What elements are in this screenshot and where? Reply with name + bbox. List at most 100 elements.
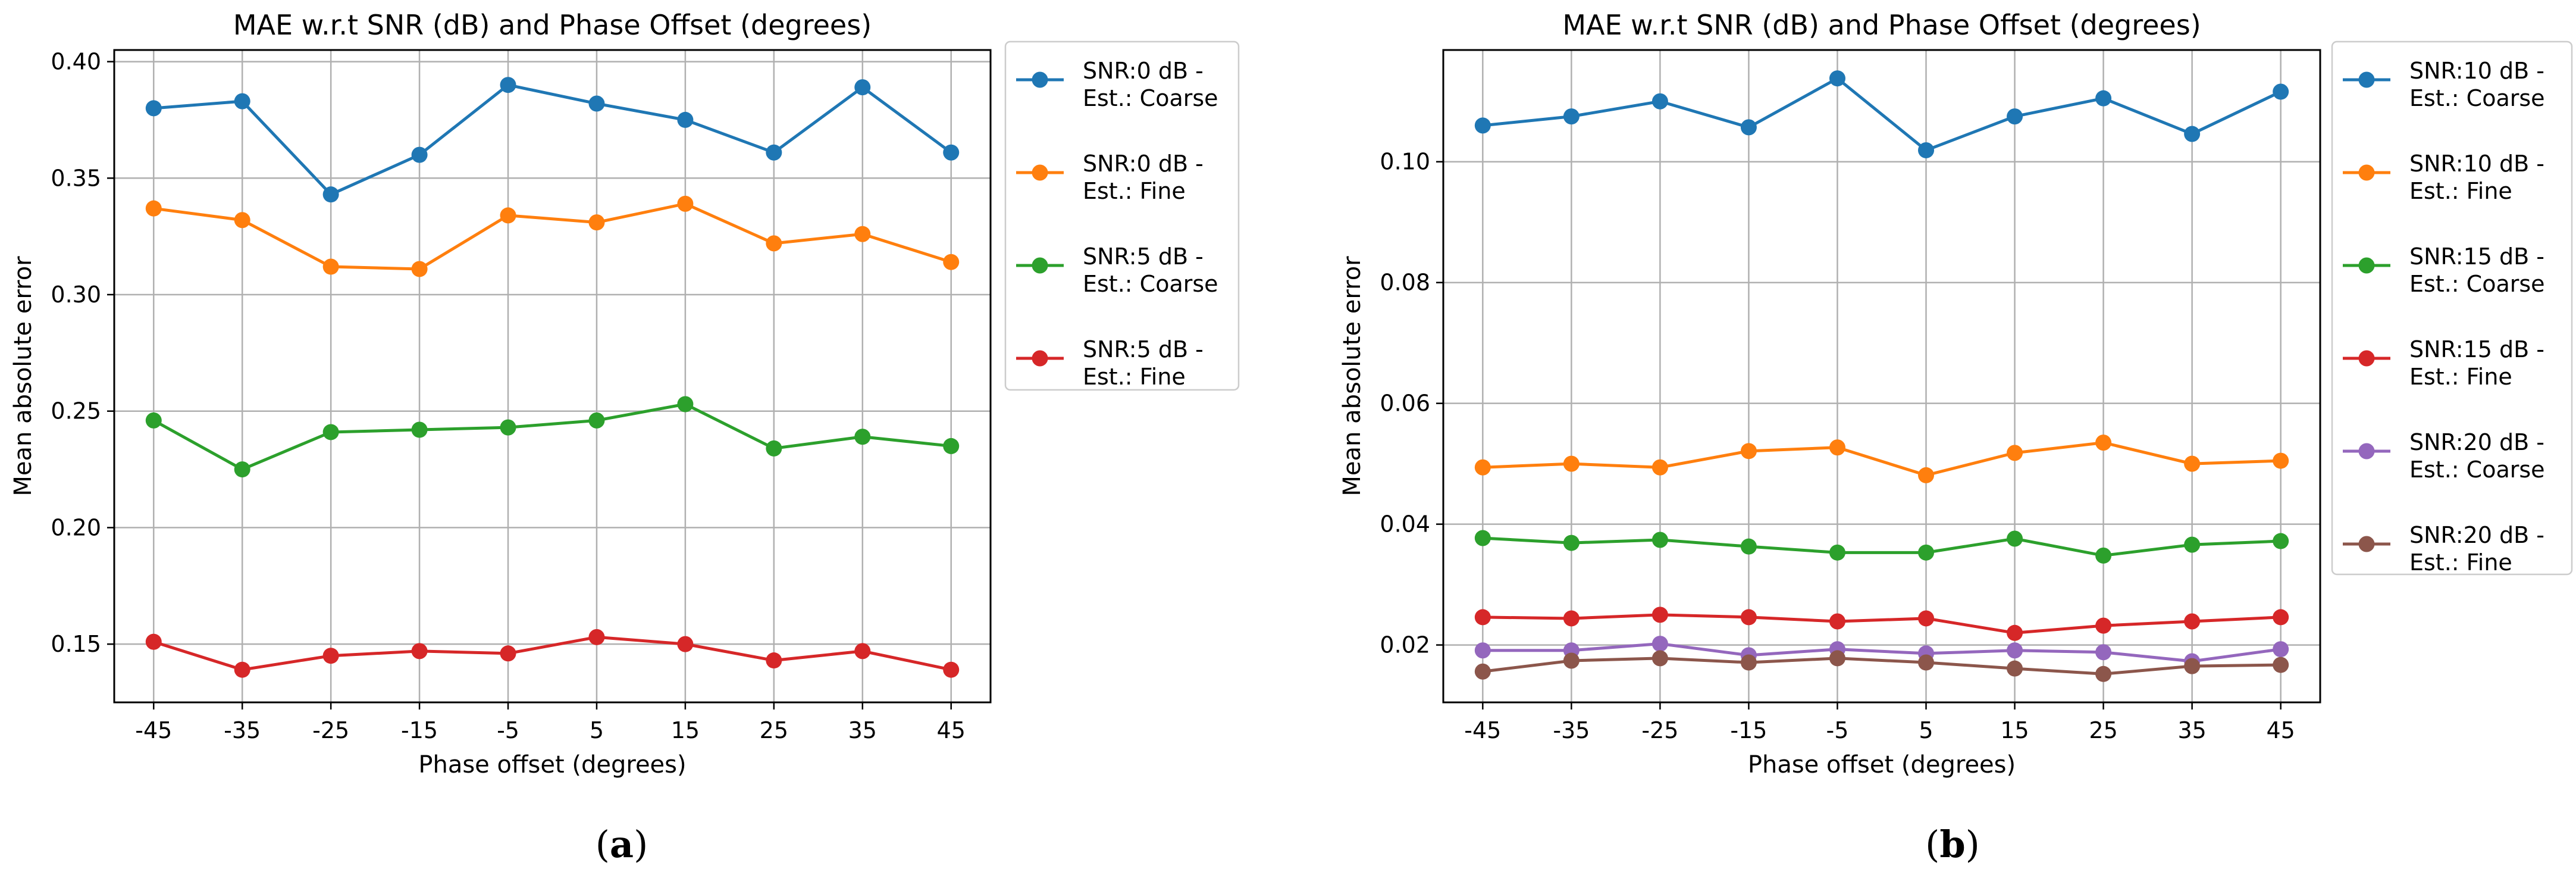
legend-label-line2: Est.: Fine [2409, 364, 2512, 390]
data-point [1829, 70, 1845, 87]
data-point [2095, 90, 2112, 107]
data-point [1563, 652, 1580, 669]
legend-item: SNR:0 dB -Est.: Fine [1016, 151, 1204, 204]
legend-marker [1032, 164, 1048, 181]
data-point [322, 424, 339, 440]
series-1 [1474, 435, 2289, 483]
legend-label-line1: SNR:10 dB - [2409, 151, 2544, 177]
x-tick-label: -45 [1464, 717, 1501, 743]
data-point [500, 207, 516, 224]
data-point [1651, 532, 1668, 548]
data-point [1474, 459, 1491, 476]
data-point [145, 412, 162, 429]
data-point [2273, 533, 2289, 549]
data-point [1651, 607, 1668, 623]
data-point [322, 258, 339, 275]
legend-label-line1: SNR:5 dB - [1083, 336, 1204, 362]
legend-label-line2: Est.: Coarse [2409, 271, 2545, 297]
data-point [677, 111, 694, 128]
legend-label-line2: Est.: Fine [1083, 364, 1186, 390]
data-point [1474, 663, 1491, 680]
data-point [2184, 126, 2201, 142]
series-line [1483, 536, 2281, 557]
legend-marker [1032, 71, 1048, 88]
legend-marker [2358, 350, 2375, 367]
caption-close: ) [1966, 823, 1980, 866]
plot-frame [113, 49, 992, 704]
legend-label-line2: Est.: Coarse [2409, 457, 2545, 483]
x-tick-label: 25 [760, 717, 788, 743]
x-tick-label: -15 [401, 717, 438, 743]
data-point [2095, 435, 2112, 451]
x-tick-label: 35 [2177, 717, 2206, 743]
caption-letter: b [1939, 823, 1965, 866]
series-line [153, 402, 951, 471]
series-0 [145, 77, 960, 203]
data-point [1740, 609, 1757, 626]
x-tick-label: -35 [1553, 717, 1590, 743]
legend-item: SNR:15 dB -Est.: Fine [2343, 336, 2544, 390]
data-point [500, 77, 516, 93]
legend-marker [2358, 257, 2375, 274]
chart-title: MAE w.r.t SNR (dB) and Phase Offset (deg… [233, 9, 872, 41]
data-point [2273, 83, 2289, 100]
series-3 [1474, 607, 2289, 641]
legend-item: SNR:15 dB -Est.: Coarse [2343, 243, 2545, 297]
legend-item: SNR:10 dB -Est.: Coarse [2343, 58, 2545, 111]
legend-label-line1: SNR:5 dB - [1083, 243, 1204, 270]
data-point [1829, 650, 1845, 667]
data-point [766, 144, 782, 161]
data-point [1474, 117, 1491, 134]
y-axis-label: Mean absolute error [10, 256, 37, 496]
x-tick-label: 35 [848, 717, 877, 743]
series-0 [1474, 70, 2289, 158]
data-point [766, 652, 782, 669]
data-point [1563, 108, 1580, 125]
legend-label-line1: SNR:0 dB - [1083, 58, 1204, 84]
data-point [677, 396, 694, 412]
legend-label-line1: SNR:15 dB - [2409, 243, 2544, 270]
chart-title: MAE w.r.t SNR (dB) and Phase Offset (deg… [1562, 9, 2201, 41]
series-line [1483, 642, 2282, 663]
legend-item: SNR:20 dB -Est.: Fine [2343, 522, 2544, 576]
y-tick-label: 0.04 [1380, 511, 1430, 537]
y-tick-label: 0.02 [1380, 632, 1430, 658]
data-point [1829, 544, 1845, 561]
data-point [2095, 644, 2112, 661]
plot-frame [1442, 49, 2321, 704]
x-tick-label: 15 [671, 717, 700, 743]
data-point [1740, 654, 1757, 671]
data-point [766, 235, 782, 252]
data-point [2007, 530, 2023, 547]
data-point [854, 429, 871, 445]
data-point [2273, 641, 2289, 658]
data-point [1651, 650, 1668, 667]
legend-item: SNR:0 dB -Est.: Coarse [1016, 58, 1218, 111]
data-point [2273, 452, 2289, 469]
data-point [1651, 459, 1668, 476]
legend-label-line1: SNR:20 dB - [2409, 522, 2544, 548]
x-tick-label: 15 [2000, 717, 2029, 743]
data-point [2007, 108, 2023, 125]
data-point [322, 186, 339, 203]
data-point [2184, 658, 2201, 674]
data-point [1651, 93, 1668, 110]
data-point [2095, 665, 2112, 682]
legend-item: SNR:10 dB -Est.: Fine [2343, 151, 2544, 204]
data-point [2007, 445, 2023, 461]
y-tick-label: 0.08 [1380, 270, 1430, 296]
data-point [234, 461, 250, 478]
caption-close: ) [634, 823, 648, 866]
legend-marker [2358, 71, 2375, 88]
data-point [1918, 610, 1935, 627]
series-line [1483, 76, 2282, 152]
data-point [1918, 544, 1935, 561]
x-axis-label: Phase offset (degrees) [1748, 751, 2016, 779]
series-2 [1474, 530, 2289, 564]
data-point [234, 212, 250, 229]
legend-marker [2358, 536, 2375, 552]
legend-marker [2358, 164, 2375, 181]
series-line [153, 83, 952, 196]
legend-marker [1032, 350, 1048, 367]
y-tick-label: 0.40 [51, 49, 101, 75]
